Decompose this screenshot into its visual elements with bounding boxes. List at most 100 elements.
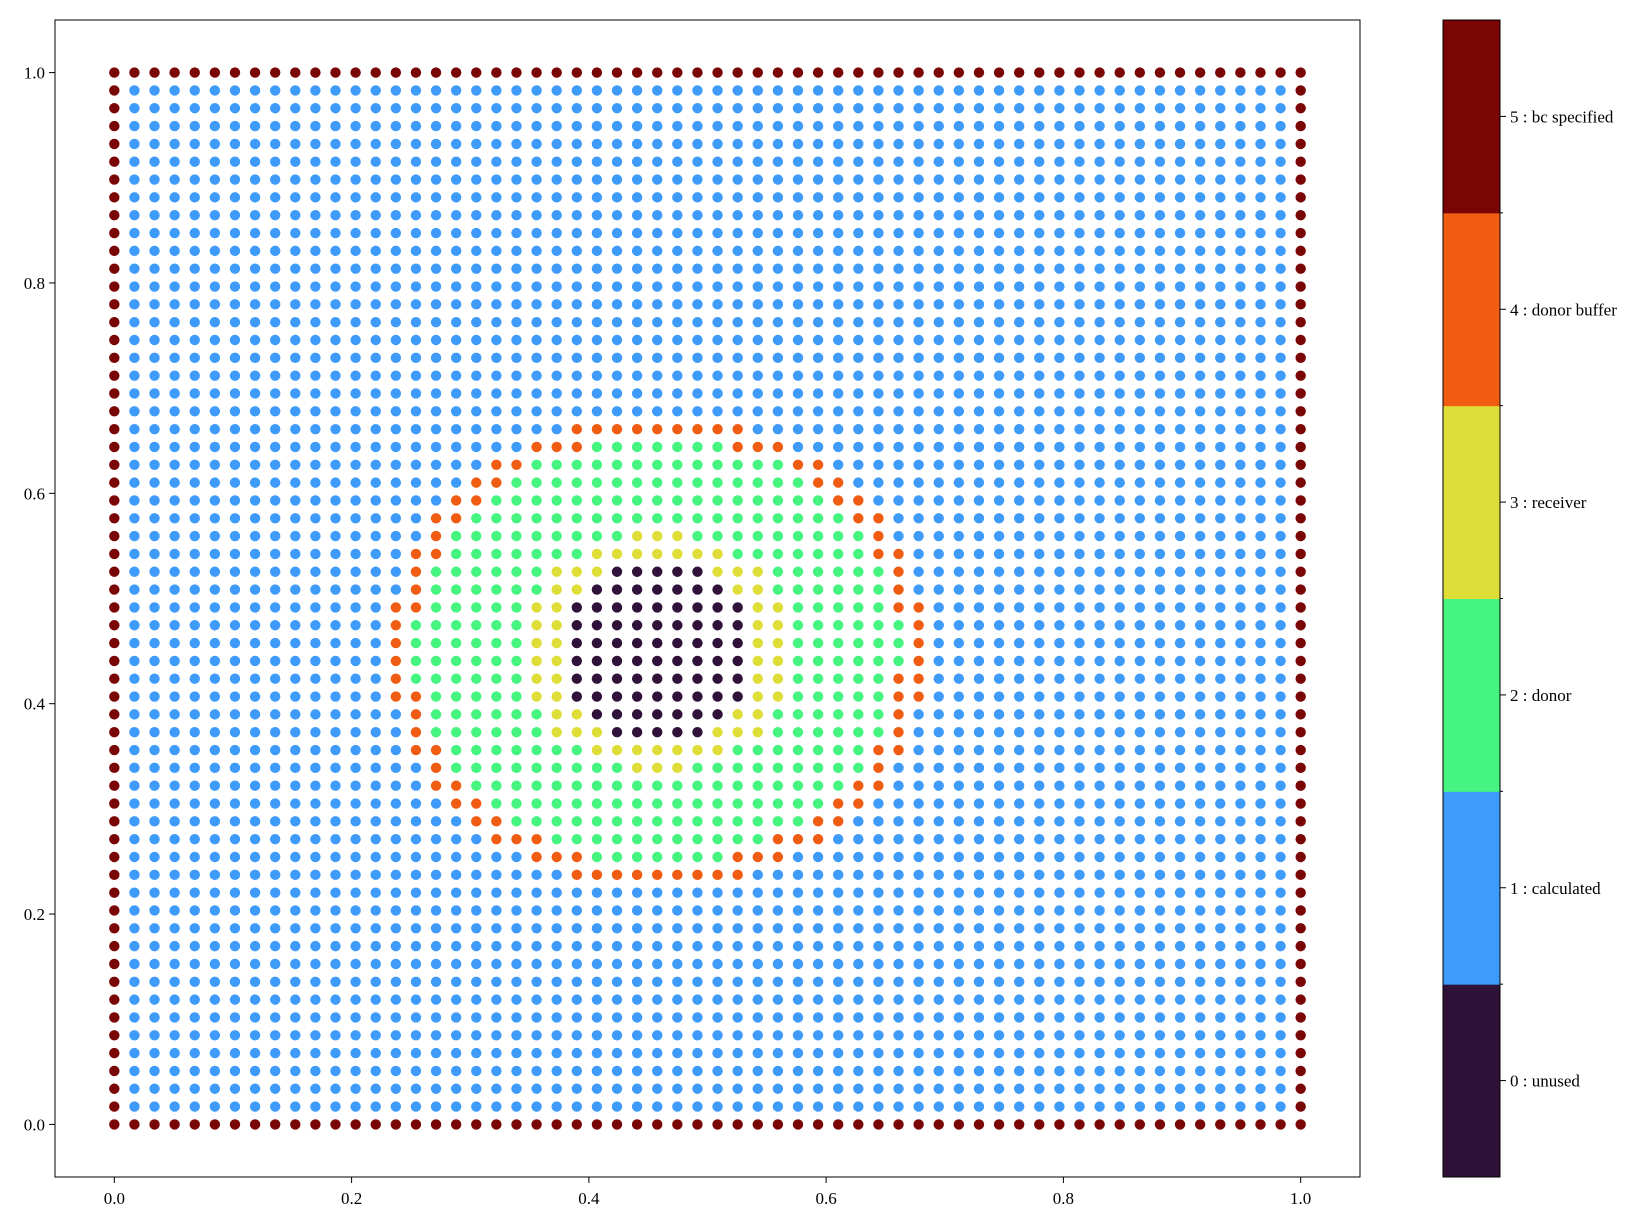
data-point (1094, 1030, 1105, 1041)
data-point (450, 316, 462, 328)
data-point (833, 548, 844, 560)
data-point (109, 566, 120, 577)
data-point (933, 1083, 944, 1094)
data-point (330, 655, 341, 667)
data-point (450, 120, 462, 132)
data-point (652, 976, 663, 987)
data-point (1154, 1030, 1166, 1041)
data-point (531, 744, 542, 756)
data-point (652, 423, 663, 435)
data-point (1094, 798, 1105, 809)
data-point (913, 905, 924, 916)
data-point (1194, 548, 1206, 560)
data-point (1074, 316, 1085, 328)
data-point (933, 762, 944, 774)
data-point (229, 923, 241, 934)
data-point (370, 1101, 381, 1112)
data-point (1154, 1119, 1166, 1130)
data-point (1034, 227, 1045, 239)
data-point (330, 210, 341, 221)
data-point (772, 958, 784, 970)
data-point (1054, 602, 1065, 613)
data-point (410, 370, 422, 381)
data-point (390, 530, 402, 542)
data-point (873, 370, 884, 381)
data-point (249, 459, 261, 470)
data-point (792, 530, 804, 542)
data-point (430, 85, 442, 96)
data-point (169, 816, 180, 827)
data-point (269, 727, 281, 738)
data-point (953, 1047, 965, 1059)
data-point (410, 406, 422, 417)
data-point (1134, 513, 1146, 524)
data-point (149, 780, 160, 791)
data-point (249, 762, 261, 774)
data-point (953, 423, 965, 435)
data-point (551, 673, 562, 684)
data-point (350, 316, 361, 328)
data-point (692, 727, 703, 738)
data-point (410, 1012, 422, 1023)
data-point (571, 103, 582, 114)
data-point (571, 851, 582, 863)
data-point (370, 923, 381, 934)
data-point (1295, 709, 1306, 720)
data-point (531, 352, 542, 364)
data-point (1174, 156, 1186, 167)
data-point (491, 994, 502, 1005)
data-point (1275, 744, 1286, 756)
data-point (149, 1101, 160, 1112)
data-point (611, 780, 623, 791)
data-point (149, 994, 160, 1005)
data-point (1013, 655, 1025, 667)
data-point (290, 851, 301, 863)
data-point (350, 691, 361, 702)
data-point (1295, 976, 1306, 987)
data-point (471, 548, 482, 560)
data-point (1094, 1119, 1105, 1130)
data-point (1215, 548, 1226, 560)
data-point (1255, 994, 1266, 1005)
data-point (812, 120, 824, 132)
data-point (370, 548, 381, 560)
data-point (1013, 691, 1025, 702)
data-point (531, 370, 542, 381)
data-point (1194, 459, 1206, 470)
data-point (631, 637, 643, 649)
y-tick-label: 1.0 (24, 64, 45, 83)
data-point (993, 744, 1005, 756)
data-point (1215, 691, 1226, 702)
data-point (913, 1083, 924, 1094)
data-point (430, 566, 442, 577)
data-point (169, 584, 180, 595)
data-point (290, 459, 301, 470)
data-point (631, 281, 643, 292)
data-point (1134, 851, 1146, 863)
data-point (491, 923, 502, 934)
data-point (1013, 727, 1025, 738)
data-point (310, 120, 321, 132)
data-point (853, 192, 864, 203)
data-point (893, 869, 904, 881)
data-point (672, 388, 683, 399)
data-point (229, 67, 241, 78)
data-point (1215, 637, 1226, 649)
data-point (953, 584, 965, 595)
data-point (491, 851, 502, 863)
data-point (1295, 637, 1306, 649)
data-point (450, 530, 462, 542)
data-point (853, 727, 864, 738)
data-point (1074, 530, 1085, 542)
data-point (149, 762, 160, 774)
data-point (631, 530, 643, 542)
data-point (1275, 798, 1286, 809)
data-point (189, 477, 200, 488)
data-point (652, 727, 663, 738)
data-point (1275, 940, 1286, 952)
data-point (792, 727, 804, 738)
data-point (410, 316, 422, 328)
data-point (993, 495, 1005, 506)
data-point (933, 459, 944, 470)
data-point (953, 709, 965, 720)
